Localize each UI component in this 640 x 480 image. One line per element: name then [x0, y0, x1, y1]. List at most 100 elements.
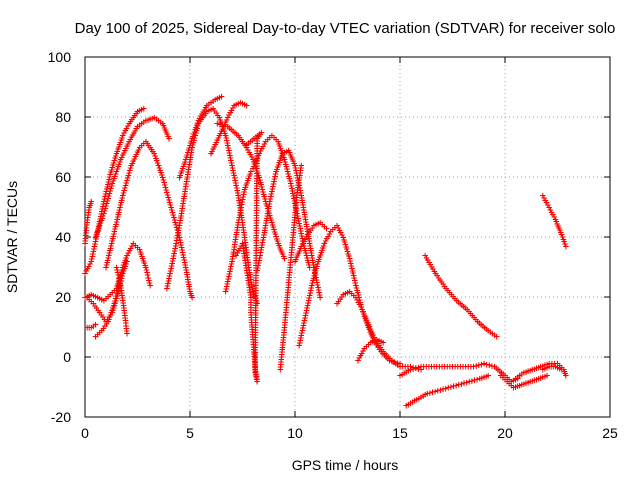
data-point: + [243, 269, 251, 279]
data-point: + [95, 224, 103, 234]
data-point: + [171, 247, 179, 257]
data-point: + [242, 181, 250, 191]
data-point: + [118, 269, 126, 279]
data-point: + [142, 138, 150, 148]
data-point: + [310, 274, 318, 284]
data-point: + [365, 324, 373, 334]
data-point: + [245, 279, 253, 289]
data-point: + [108, 166, 116, 176]
data-point: + [180, 254, 188, 264]
data-point: + [193, 127, 201, 137]
data-point: + [134, 148, 142, 158]
data-point: + [485, 361, 493, 371]
data-point: + [165, 196, 173, 206]
data-point: + [120, 267, 128, 277]
data-point: + [179, 249, 187, 259]
data-point: + [227, 263, 235, 273]
data-point: + [157, 169, 165, 179]
data-point: + [253, 135, 261, 145]
data-point: + [364, 318, 372, 328]
data-point: + [249, 165, 257, 175]
data-point: + [252, 329, 260, 339]
data-point: + [101, 195, 109, 205]
data-point: + [188, 148, 196, 158]
data-point: + [254, 169, 262, 179]
data-point: + [245, 264, 253, 274]
data-point: + [483, 325, 491, 335]
data-point: + [302, 218, 310, 228]
data-point: + [266, 134, 274, 144]
data-point: + [250, 350, 258, 360]
data-point: + [155, 162, 163, 172]
data-point: + [102, 202, 110, 212]
data-point: + [110, 175, 118, 185]
data-point: + [177, 217, 185, 227]
data-point: + [114, 284, 122, 294]
data-point: + [342, 243, 350, 253]
data-point: + [117, 284, 125, 294]
data-point: + [379, 348, 387, 358]
data-point: + [252, 289, 260, 299]
data-point: + [279, 343, 287, 353]
data-point: + [304, 231, 312, 241]
data-point: + [314, 281, 322, 291]
data-point: + [121, 265, 129, 275]
data-point: + [187, 151, 195, 161]
data-point: + [309, 224, 317, 234]
data-point: + [182, 261, 190, 271]
data-point: + [145, 276, 153, 286]
data-point: + [164, 191, 172, 201]
data-point: + [136, 107, 144, 117]
data-point: + [82, 229, 90, 239]
data-point: + [105, 313, 113, 323]
data-point: + [281, 149, 289, 159]
data-point: + [374, 340, 382, 350]
data-point: + [289, 155, 297, 165]
data-point: + [207, 99, 215, 109]
data-point: + [243, 102, 251, 112]
data-point: + [366, 326, 374, 336]
series-arc-q: ++++++++++++++++++++++++++++++++++++++++… [277, 162, 306, 376]
data-point: + [267, 216, 275, 226]
data-point: + [114, 145, 122, 155]
data-point: + [121, 312, 129, 322]
data-point: + [111, 300, 119, 310]
data-point: + [493, 333, 501, 343]
data-point: + [216, 116, 224, 126]
data-point: + [219, 121, 227, 131]
data-marks: ++++++++++++++++++++++++++++++++++++++++… [81, 93, 569, 412]
data-point: + [460, 379, 468, 389]
data-point: + [283, 165, 291, 175]
data-point: + [283, 304, 291, 314]
data-point: + [237, 206, 245, 216]
data-point: + [229, 104, 237, 114]
data-point: + [373, 336, 381, 346]
data-point: + [184, 170, 192, 180]
data-point: + [357, 298, 365, 308]
data-point: + [541, 361, 549, 371]
data-point: + [249, 338, 257, 348]
data-point: + [256, 251, 264, 261]
data-point: + [306, 240, 314, 250]
data-point: + [311, 269, 319, 279]
data-point: + [278, 152, 286, 162]
data-point: + [432, 270, 440, 280]
data-point: + [353, 284, 361, 294]
data-point: + [320, 242, 328, 252]
data-point: + [92, 321, 100, 331]
data-point: + [182, 264, 190, 274]
data-point: + [178, 204, 186, 214]
data-point: + [307, 226, 315, 236]
data-point: + [258, 244, 266, 254]
data-point: + [317, 249, 325, 259]
data-point: + [267, 195, 275, 205]
data-point: + [99, 313, 107, 323]
data-point: + [417, 363, 425, 373]
data-point: + [309, 279, 317, 289]
data-point: + [85, 206, 93, 216]
data-point: + [245, 148, 253, 158]
data-point: + [251, 356, 259, 366]
data-point: + [203, 102, 211, 112]
data-point: + [239, 138, 247, 148]
data-point: + [111, 225, 119, 235]
